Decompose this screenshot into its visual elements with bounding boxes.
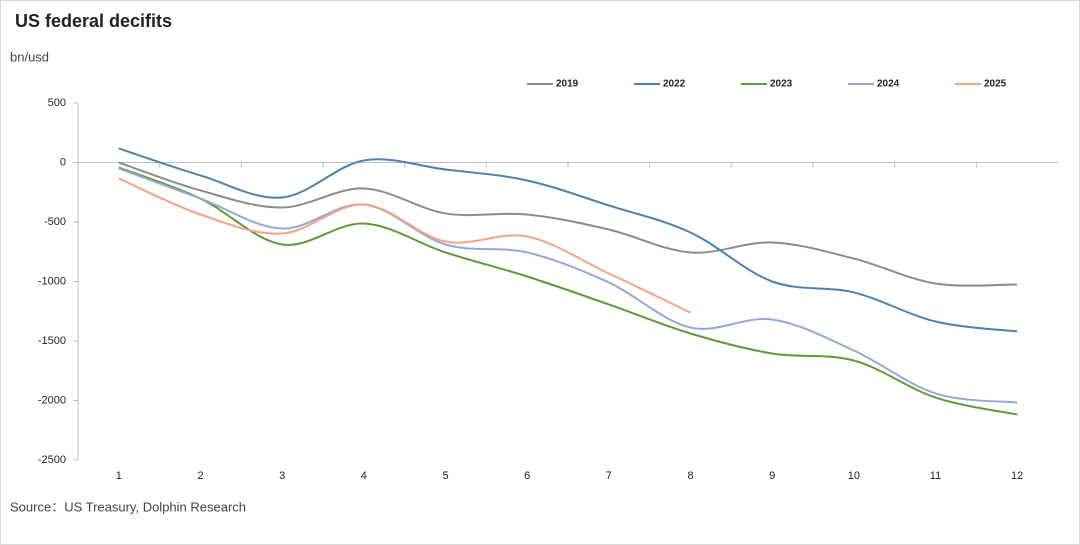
series-line bbox=[118, 161, 1018, 287]
x-tick-label: 9 bbox=[769, 470, 775, 482]
x-tick-label: 2 bbox=[197, 470, 203, 482]
series-line bbox=[118, 167, 1018, 404]
series-line bbox=[118, 177, 691, 314]
y-tick-label: 0 bbox=[60, 156, 66, 168]
legend-label: 2023 bbox=[770, 79, 793, 90]
source-note: Source：US Treasury, Dolphin Research bbox=[10, 499, 246, 514]
legend-label: 2019 bbox=[556, 79, 579, 90]
x-tick-label: 3 bbox=[279, 470, 285, 482]
y-tick-label: -500 bbox=[44, 216, 66, 228]
x-tick-label: 11 bbox=[930, 470, 941, 482]
y-tick-label: -2500 bbox=[38, 454, 66, 466]
x-tick-label: 7 bbox=[606, 470, 612, 482]
legend-label: 2025 bbox=[984, 79, 1007, 90]
legend-label: 2022 bbox=[663, 79, 686, 90]
y-axis-label: bn/usd bbox=[10, 49, 49, 64]
x-tick-label: 10 bbox=[848, 470, 860, 482]
y-tick-label: -1000 bbox=[38, 275, 66, 287]
legend-label: 2024 bbox=[877, 79, 900, 90]
x-tick-label: 6 bbox=[524, 470, 530, 482]
x-tick-label: 8 bbox=[687, 470, 693, 482]
chart-title: US federal decifits bbox=[15, 11, 172, 31]
x-tick-label: 12 bbox=[1011, 470, 1023, 482]
x-tick-label: 4 bbox=[361, 470, 367, 482]
series-line bbox=[118, 147, 1018, 333]
y-tick-label: -1500 bbox=[38, 335, 66, 347]
y-tick-label: 500 bbox=[48, 97, 66, 109]
x-tick-label: 1 bbox=[116, 470, 122, 482]
y-tick-label: -2000 bbox=[38, 394, 66, 406]
series-line bbox=[118, 166, 1018, 416]
x-tick-label: 5 bbox=[442, 470, 448, 482]
